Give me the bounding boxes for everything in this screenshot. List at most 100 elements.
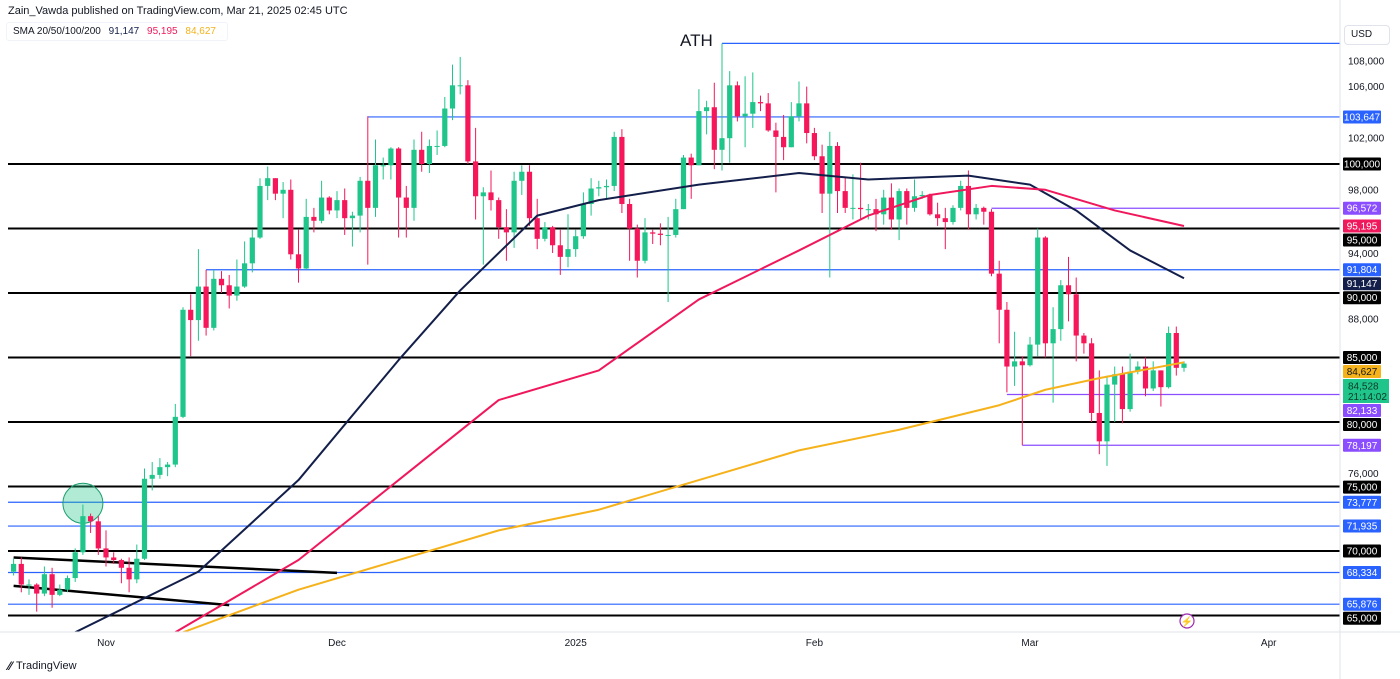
candle-body <box>72 552 78 579</box>
candle-body <box>465 85 471 162</box>
candle <box>1096 370 1102 455</box>
candle <box>442 96 448 148</box>
candle-body <box>619 136 625 204</box>
candle <box>126 557 132 593</box>
candle <box>265 166 271 201</box>
candle <box>288 179 294 260</box>
y-tick-label: 102,000 <box>1348 134 1385 145</box>
candle-body <box>519 171 525 181</box>
candle-body <box>1158 370 1164 388</box>
sma-price-tag-bg <box>1343 219 1381 233</box>
level-price-tag-bg <box>1343 519 1381 533</box>
candle <box>657 223 663 246</box>
candle <box>111 552 117 564</box>
candle <box>965 170 971 230</box>
candle-body <box>26 584 32 586</box>
candle-body <box>272 178 278 194</box>
candle <box>342 188 348 235</box>
candle-body <box>1019 361 1025 366</box>
candle <box>1173 326 1179 376</box>
candle-body <box>1135 366 1141 372</box>
candle-body <box>1150 370 1156 389</box>
candle-body <box>141 478 148 559</box>
candle <box>234 259 240 301</box>
candle <box>1104 375 1110 466</box>
candle <box>496 197 502 239</box>
candle <box>411 139 417 221</box>
candle <box>719 43 725 171</box>
candle-body <box>580 203 586 237</box>
candle <box>904 188 910 225</box>
candle-body <box>365 180 371 208</box>
candle <box>95 516 101 555</box>
plot-area <box>8 42 1340 632</box>
indicator-legend[interactable]: SMA 20/50/100/200 91,147 95,195 84,627 <box>6 22 228 41</box>
candle-body <box>57 589 63 595</box>
candle-body <box>542 227 548 239</box>
candle <box>149 461 155 491</box>
candle-body <box>172 416 178 465</box>
sma-value-2: 95,195 <box>147 26 178 37</box>
candle-body <box>834 145 841 192</box>
candle-body <box>627 203 633 229</box>
candle-body <box>611 136 617 186</box>
candle <box>303 198 309 270</box>
candle <box>1027 336 1033 367</box>
candle-body <box>280 189 286 194</box>
candle <box>280 182 286 219</box>
candle <box>811 127 817 161</box>
candle-body <box>696 111 702 166</box>
level-price-tag-bg <box>1343 597 1381 611</box>
level-price-tag: 95,000 <box>1347 235 1378 246</box>
level-price-tag-bg <box>1343 233 1381 247</box>
candle-body <box>804 103 810 134</box>
candle <box>565 214 571 268</box>
trendline <box>13 556 338 575</box>
candle-body <box>396 148 402 198</box>
candle <box>49 567 55 608</box>
candle <box>757 95 764 112</box>
candle-body <box>218 278 225 286</box>
level-price-tag-bg <box>1343 201 1381 215</box>
candle <box>426 139 432 174</box>
candle <box>419 131 425 172</box>
currency-button[interactable]: USD <box>1344 25 1390 45</box>
candle-body <box>988 211 995 274</box>
sma-price-tag: 95,195 <box>1347 221 1378 232</box>
candle <box>319 180 325 224</box>
candle <box>457 56 463 95</box>
candle <box>349 211 355 247</box>
candle <box>534 198 540 250</box>
candle-body <box>1042 237 1048 344</box>
candle-body <box>781 136 787 148</box>
candle <box>118 558 124 584</box>
candle-body <box>750 102 756 114</box>
candle-body <box>295 254 302 269</box>
candle-body <box>188 309 194 321</box>
candle-body <box>719 138 725 150</box>
candle <box>203 269 209 336</box>
candle-body <box>1058 285 1064 330</box>
candle-body <box>1073 294 1079 336</box>
level-price-tag: 90,000 <box>1347 293 1378 304</box>
candle-body <box>419 149 425 164</box>
candle <box>819 144 825 214</box>
level-price-tag: 82,133 <box>1347 406 1378 417</box>
candle-body <box>680 157 687 210</box>
candle-body <box>18 563 24 585</box>
candle-body <box>349 215 355 219</box>
candle-body <box>242 263 248 287</box>
y-tick-label: 76,000 <box>1348 469 1379 480</box>
candle-body <box>34 584 40 594</box>
tradingview-logo[interactable]: ⁄⁄ TradingView <box>8 659 77 673</box>
level-price-tag-bg <box>1343 351 1381 364</box>
candle-body <box>704 107 710 112</box>
candle <box>1042 236 1048 358</box>
candle <box>526 165 533 226</box>
candle <box>942 207 948 250</box>
candle <box>188 294 194 357</box>
candle-body <box>734 85 740 117</box>
candle <box>611 131 617 192</box>
level-price-tag-bg <box>1343 480 1381 494</box>
